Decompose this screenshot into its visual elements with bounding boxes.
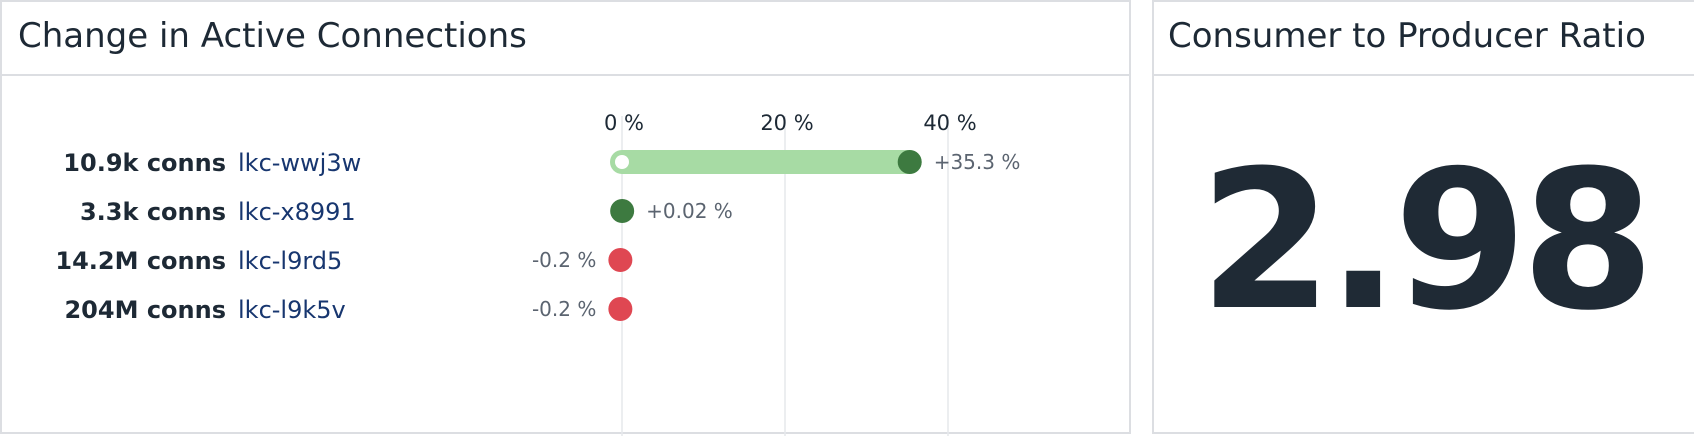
consumer-producer-ratio-panel: Consumer to Producer Ratio 2.98 <box>1152 0 1694 434</box>
x-tick-label: 40 % <box>923 111 976 135</box>
row-count-label: 3.3k conns <box>80 198 226 226</box>
value-label: -0.2 % <box>532 297 596 321</box>
value-dot <box>608 248 633 272</box>
cluster-link[interactable]: lkc-l9rd5 <box>238 247 342 275</box>
cluster-link[interactable]: lkc-x8991 <box>238 198 356 226</box>
x-tick-label: 20 % <box>760 111 813 135</box>
row-count-label: 14.2M conns <box>55 247 226 275</box>
row-count-label: 10.9k conns <box>63 149 226 177</box>
row-count-label: 204M conns <box>64 296 226 324</box>
ratio-value: 2.98 <box>1199 130 1655 353</box>
cluster-link[interactable]: lkc-l9k5v <box>238 296 346 324</box>
change-in-active-connections-panel: Change in Active Connections 0 % 20 % 40 %… <box>0 0 1131 436</box>
cluster-link[interactable]: lkc-wwj3w <box>238 149 361 177</box>
value-label: +0.02 % <box>646 199 733 223</box>
value-label: +35.3 % <box>934 150 1021 174</box>
panel-header: Consumer to Producer Ratio <box>1154 2 1694 76</box>
panel-title: Consumer to Producer Ratio <box>1168 16 1646 56</box>
value-dot <box>610 199 635 223</box>
value-label: -0.2 % <box>532 248 596 272</box>
bar-start-marker <box>615 155 629 169</box>
value-dot <box>608 297 633 321</box>
x-tick-label: 0 % <box>604 111 644 135</box>
value-dot <box>897 150 922 174</box>
connections-chart: 0 % 20 % 40 % 10.9k conns lkc-wwj3w +35.3 % 3.… <box>55 111 1021 436</box>
panel-title: Change in Active Connections <box>18 16 527 56</box>
panel-header: Change in Active Connections <box>2 2 1129 76</box>
